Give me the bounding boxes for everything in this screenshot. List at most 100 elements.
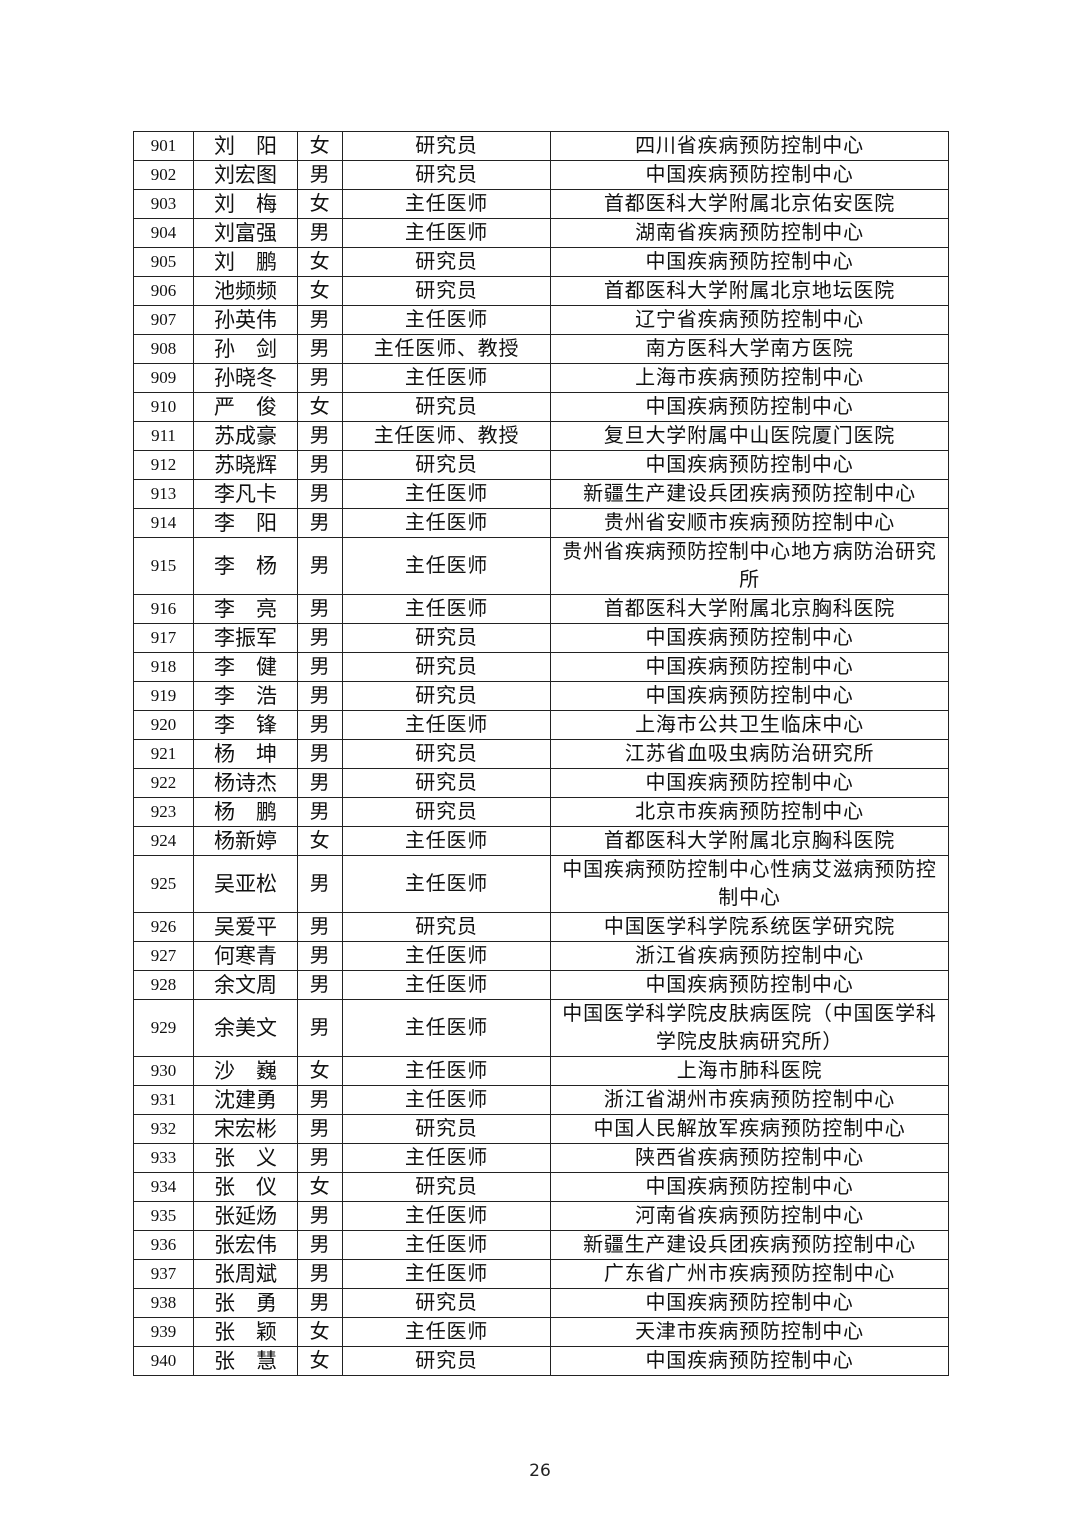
table-row: 902 刘宏图男研究员 中国疾病预防控制中心 <box>133 160 949 190</box>
name: 刘 鹏 <box>193 247 298 277</box>
institution: 新疆生产建设兵团疾病预防控制中心 <box>550 1230 949 1260</box>
table-row: 928 余文周男主任医师 中国疾病预防控制中心 <box>133 970 949 1000</box>
row-number: 931 <box>133 1085 194 1115</box>
gender: 女 <box>297 247 343 277</box>
name: 张 颖 <box>193 1317 298 1347</box>
institution: 中国疾病预防控制中心 <box>550 1288 949 1318</box>
gender: 男 <box>297 739 343 769</box>
gender: 女 <box>297 131 343 161</box>
institution: 中国疾病预防控制中心 <box>550 1172 949 1202</box>
name: 杨诗杰 <box>193 768 298 798</box>
title: 主任医师 <box>342 218 551 248</box>
gender: 男 <box>297 1201 343 1231</box>
table-row: 936 张宏伟男主任医师 新疆生产建设兵团疾病预防控制中心 <box>133 1230 949 1260</box>
name: 吴爱平 <box>193 912 298 942</box>
title: 研究员 <box>342 247 551 277</box>
row-number: 905 <box>133 247 194 277</box>
row-number: 909 <box>133 363 194 393</box>
row-number: 937 <box>133 1259 194 1289</box>
table-row: 915 李 杨男主任医师 贵州省疾病预防控制中心地方病防治研究所 <box>133 537 949 595</box>
name: 杨新婷 <box>193 826 298 856</box>
institution: 首都医科大学附属北京胸科医院 <box>550 826 949 856</box>
row-number: 933 <box>133 1143 194 1173</box>
title: 主任医师、教授 <box>342 334 551 364</box>
row-number: 935 <box>133 1201 194 1231</box>
institution: 河南省疾病预防控制中心 <box>550 1201 949 1231</box>
institution: 江苏省血吸虫病防治研究所 <box>550 739 949 769</box>
title: 主任医师 <box>342 1056 551 1086</box>
table-row: 927 何寒青男主任医师 浙江省疾病预防控制中心 <box>133 941 949 971</box>
institution: 中国人民解放军疾病预防控制中心 <box>550 1114 949 1144</box>
institution: 天津市疾病预防控制中心 <box>550 1317 949 1347</box>
gender: 男 <box>297 681 343 711</box>
gender: 男 <box>297 594 343 624</box>
institution: 首都医科大学附属北京地坛医院 <box>550 276 949 306</box>
institution: 中国疾病预防控制中心 <box>550 392 949 422</box>
row-number: 922 <box>133 768 194 798</box>
title: 研究员 <box>342 1172 551 1202</box>
name: 张周斌 <box>193 1259 298 1289</box>
title: 主任医师 <box>342 1201 551 1231</box>
name: 苏晓辉 <box>193 450 298 480</box>
title: 主任医师 <box>342 1085 551 1115</box>
institution: 新疆生产建设兵团疾病预防控制中心 <box>550 479 949 509</box>
gender: 男 <box>297 999 343 1057</box>
name: 孙晓冬 <box>193 363 298 393</box>
gender: 男 <box>297 537 343 595</box>
title: 研究员 <box>342 739 551 769</box>
title: 研究员 <box>342 1346 551 1376</box>
gender: 男 <box>297 450 343 480</box>
row-number: 903 <box>133 189 194 219</box>
title: 研究员 <box>342 1288 551 1318</box>
row-number: 939 <box>133 1317 194 1347</box>
title: 主任医师 <box>342 508 551 538</box>
title: 研究员 <box>342 131 551 161</box>
page-number: 26 <box>529 1461 551 1481</box>
row-number: 906 <box>133 276 194 306</box>
row-number: 911 <box>133 421 194 451</box>
institution: 浙江省疾病预防控制中心 <box>550 941 949 971</box>
institution: 四川省疾病预防控制中心 <box>550 131 949 161</box>
title: 主任医师 <box>342 1259 551 1289</box>
name: 孙 剑 <box>193 334 298 364</box>
row-number: 928 <box>133 970 194 1000</box>
title: 主任医师 <box>342 1230 551 1260</box>
title: 研究员 <box>342 1114 551 1144</box>
gender: 女 <box>297 1172 343 1202</box>
title: 主任医师 <box>342 479 551 509</box>
table: 901 刘 阳女研究员 四川省疾病预防控制中心 902 刘宏图男研究员 中国疾病预防控制中… <box>133 131 949 1376</box>
table-row: 939 张 颖女主任医师 天津市疾病预防控制中心 <box>133 1317 949 1347</box>
institution: 辽宁省疾病预防控制中心 <box>550 305 949 335</box>
name: 李凡卡 <box>193 479 298 509</box>
name: 李 锋 <box>193 710 298 740</box>
institution: 复旦大学附属中山医院厦门医院 <box>550 421 949 451</box>
gender: 女 <box>297 826 343 856</box>
name: 李 健 <box>193 652 298 682</box>
gender: 男 <box>297 768 343 798</box>
row-number: 908 <box>133 334 194 364</box>
institution: 中国医学科学院系统医学研究院 <box>550 912 949 942</box>
name: 宋宏彬 <box>193 1114 298 1144</box>
table-row: 913 李凡卡男主任医师 新疆生产建设兵团疾病预防控制中心 <box>133 479 949 509</box>
title: 研究员 <box>342 681 551 711</box>
name: 张 义 <box>193 1143 298 1173</box>
gender: 女 <box>297 189 343 219</box>
row-number: 919 <box>133 681 194 711</box>
institution: 贵州省疾病预防控制中心地方病防治研究所 <box>550 537 949 595</box>
institution: 上海市肺科医院 <box>550 1056 949 1086</box>
institution: 中国疾病预防控制中心性病艾滋病预防控制中心 <box>550 855 949 913</box>
gender: 男 <box>297 334 343 364</box>
table-row: 937 张周斌男主任医师 广东省广州市疾病预防控制中心 <box>133 1259 949 1289</box>
title: 主任医师 <box>342 1143 551 1173</box>
gender: 男 <box>297 1114 343 1144</box>
table-row: 930 沙 巍女主任医师 上海市肺科医院 <box>133 1056 949 1086</box>
institution: 北京市疾病预防控制中心 <box>550 797 949 827</box>
gender: 男 <box>297 218 343 248</box>
title: 研究员 <box>342 623 551 653</box>
gender: 男 <box>297 363 343 393</box>
name: 刘宏图 <box>193 160 298 190</box>
title: 研究员 <box>342 276 551 306</box>
table-row: 922 杨诗杰男研究员 中国疾病预防控制中心 <box>133 768 949 798</box>
institution: 中国疾病预防控制中心 <box>550 450 949 480</box>
row-number: 934 <box>133 1172 194 1202</box>
